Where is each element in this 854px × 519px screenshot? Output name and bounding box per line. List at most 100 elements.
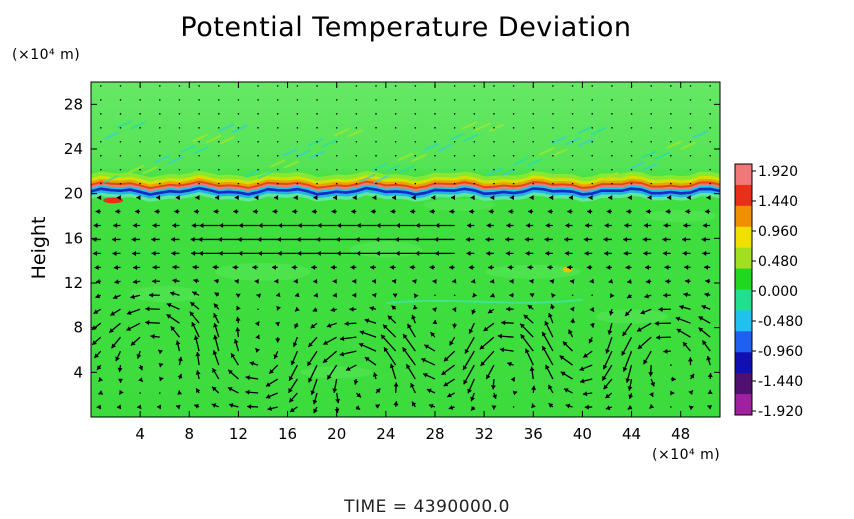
wave-ripple [487, 167, 503, 176]
vector-arrowhead [337, 222, 342, 228]
vector-dot [100, 113, 102, 115]
vector-dot [591, 154, 594, 157]
vector-dot [217, 140, 220, 143]
vector-arrowhead [395, 250, 400, 256]
vector-dot [296, 182, 299, 185]
vector-arrowhead [568, 329, 573, 335]
vector-arrowhead [212, 350, 218, 355]
vector-dot [316, 182, 318, 185]
vector-arrowhead [192, 264, 197, 270]
colorbar-swatch [735, 289, 752, 311]
vector-arrowhead [605, 348, 610, 354]
vector-arrowhead [415, 222, 420, 228]
vector-arrowhead [544, 321, 550, 326]
vector-arrowhead [115, 209, 120, 215]
vector-arrowhead [608, 278, 614, 284]
vector-arrowhead [372, 278, 377, 284]
vector-dot [591, 126, 594, 129]
vector-dot [316, 126, 318, 129]
vector-arrowhead [352, 278, 357, 284]
vector-dot [571, 168, 574, 171]
vector-arrowhead [492, 394, 498, 399]
vector-dot [453, 126, 456, 129]
vector-dot [139, 182, 141, 185]
vector-dot [198, 154, 200, 157]
vector-dot [237, 140, 240, 143]
vector-arrowhead [254, 278, 259, 284]
vector-arrowhead [647, 195, 652, 201]
vector-arrowhead [350, 264, 355, 270]
vector-arrowhead [627, 405, 633, 410]
vector-arrowhead [344, 321, 349, 327]
vector-arrowhead [429, 264, 434, 270]
vector-arrowhead [170, 326, 176, 331]
wave-ripple [552, 148, 569, 157]
vector-dot [611, 99, 613, 101]
colorbar-swatch [735, 184, 752, 207]
vector-arrowhead [131, 250, 136, 256]
vector-arrowhead [93, 222, 98, 228]
vector-arrowhead [640, 309, 646, 315]
vector-arrowhead [152, 264, 157, 270]
vector-arrowhead [706, 195, 711, 201]
vector-arrowhead [550, 304, 555, 309]
vector-dot [611, 182, 613, 185]
wave-ripple [116, 120, 132, 129]
vector-arrowhead [95, 209, 100, 215]
vector-arrowhead [423, 373, 428, 378]
vector-arrowhead [610, 293, 615, 298]
wave-ripple [231, 124, 248, 134]
colorbar-swatch [735, 268, 752, 290]
vector-arrowhead [177, 373, 183, 379]
vector-arrowhead [191, 322, 196, 327]
vector-dot [532, 140, 535, 143]
vector-arrowhead [525, 222, 530, 228]
vector-arrowhead [245, 389, 250, 395]
vector-dot [119, 182, 122, 185]
vector-arrowhead [237, 236, 242, 242]
vector-arrowhead [531, 385, 537, 390]
vector-arrowhead [95, 279, 101, 284]
vector-arrowhead [665, 278, 670, 284]
vector-dot [316, 154, 318, 157]
vector-arrowhead [637, 344, 643, 349]
vector-arrowhead [389, 363, 395, 369]
vector-dot [335, 140, 338, 143]
vector-arrowhead [432, 307, 437, 313]
vector-arrowhead [434, 250, 439, 256]
vector-arrowhead [471, 278, 476, 284]
vector-dot [296, 113, 299, 115]
vector-dot [493, 168, 495, 171]
vector-dot [650, 113, 653, 115]
vector-dot [178, 85, 181, 87]
wave-ripple [398, 164, 415, 174]
vector-arrowhead [675, 316, 681, 322]
vector-arrowhead [113, 294, 118, 300]
vector-arrowhead [488, 308, 493, 314]
vector-arrowhead [608, 195, 613, 201]
vector-dot [139, 126, 141, 129]
vector-arrowhead [156, 404, 162, 410]
vector-arrowhead [462, 365, 468, 371]
vector-arrowhead [219, 222, 224, 228]
colorbar-label: 1.920 [758, 164, 798, 180]
vector-arrowhead [232, 264, 237, 270]
vector-arrowhead [683, 292, 688, 298]
vector-arrowhead [643, 359, 648, 365]
vector-dot [139, 154, 141, 157]
vector-dot [650, 85, 653, 87]
wave-ripple [154, 154, 171, 164]
vector-arrowhead [529, 366, 535, 371]
vector-arrowhead [447, 392, 452, 398]
vector-arrowhead [195, 370, 201, 375]
vector-dot [453, 168, 456, 171]
vector-arrowhead [627, 386, 633, 391]
heatmap-field [91, 82, 720, 417]
vector-arrowhead [430, 332, 436, 337]
vector-arrowhead [272, 209, 277, 215]
vector-dot [375, 168, 377, 171]
vector-arrowhead [685, 209, 690, 215]
vector-arrowhead [192, 291, 198, 296]
vector-arrowhead [364, 318, 370, 324]
vector-arrowhead [627, 278, 632, 284]
